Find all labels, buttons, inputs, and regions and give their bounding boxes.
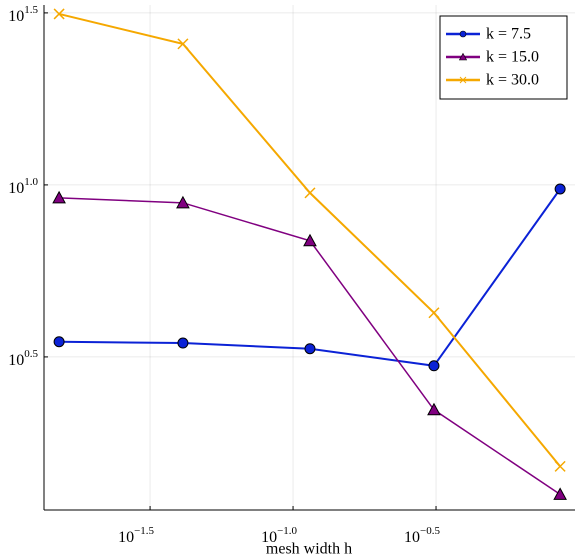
tick-exponent: 0.5 — [24, 347, 38, 359]
tick-exponent: 1.0 — [24, 175, 38, 187]
legend-label: k = 15.0 — [486, 49, 539, 66]
tick-base: 10 — [8, 8, 24, 25]
marker — [303, 233, 317, 247]
marker — [554, 183, 566, 195]
x-tick-label: 10−1.0 — [261, 525, 297, 546]
tick-base: 10 — [8, 352, 24, 369]
marker — [554, 460, 566, 472]
tick-base: 10 — [404, 529, 420, 546]
y-tick-label: 100.5 — [8, 347, 38, 368]
marker — [52, 190, 66, 204]
x-tick-label: 10−0.5 — [404, 525, 440, 546]
marker — [177, 337, 189, 349]
marker — [176, 195, 190, 209]
x-tick-label: 10−1.5 — [118, 525, 154, 546]
marker — [553, 487, 567, 500]
series-line — [59, 188, 561, 367]
tick-exponent: 1.5 — [24, 3, 38, 15]
tick-exponent: −1.0 — [277, 525, 297, 537]
marker — [53, 336, 65, 348]
marker — [458, 52, 468, 61]
marker — [304, 343, 316, 355]
tick-base: 10 — [118, 529, 134, 546]
tick-base: 10 — [261, 529, 277, 546]
tick-exponent: −1.5 — [134, 525, 154, 537]
marker — [427, 402, 441, 416]
x-axis-label: mesh width h — [266, 541, 352, 558]
legend-label: k = 30.0 — [486, 72, 539, 89]
marker — [304, 187, 316, 199]
y-tick-label: 101.5 — [8, 3, 38, 24]
marker — [459, 30, 467, 38]
marker — [177, 38, 189, 50]
tick-base: 10 — [8, 180, 24, 197]
marker — [53, 8, 65, 20]
legend-label: k = 7.5 — [486, 26, 531, 43]
marker — [459, 76, 467, 84]
marker — [428, 360, 440, 372]
marker — [428, 307, 440, 319]
y-tick-label: 101.0 — [8, 175, 38, 196]
tick-exponent: −0.5 — [420, 525, 440, 537]
